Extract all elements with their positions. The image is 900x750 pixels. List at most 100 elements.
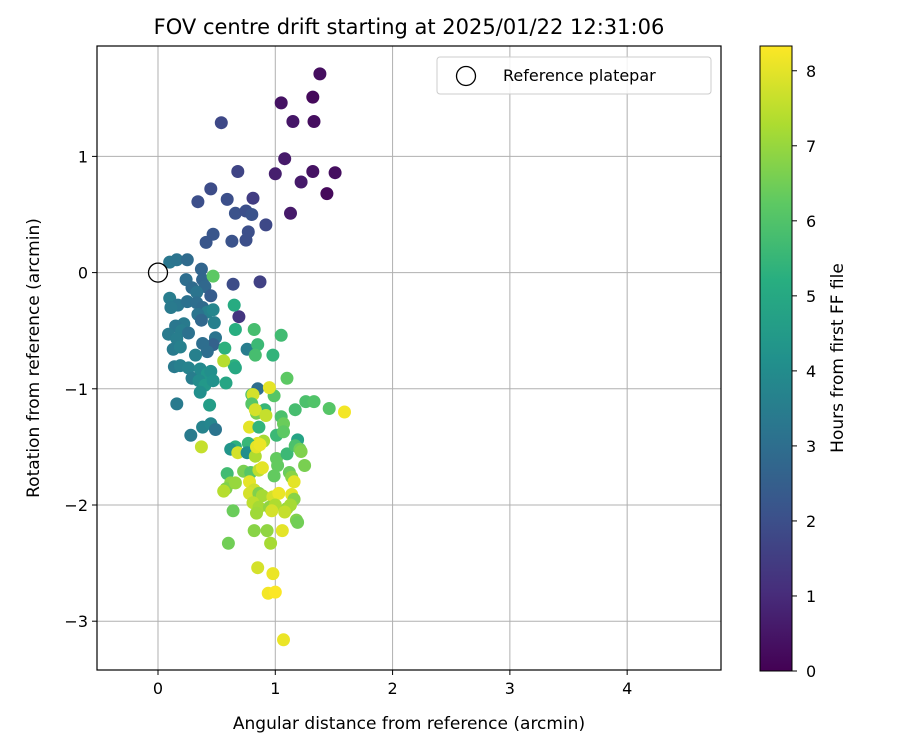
data-point — [226, 504, 240, 518]
data-point — [239, 233, 253, 247]
data-point — [253, 275, 267, 289]
colorbar-tick-label: 2 — [806, 512, 816, 531]
data-point — [207, 316, 221, 330]
data-point — [286, 115, 300, 128]
data-point — [226, 277, 240, 291]
data-point — [277, 633, 290, 647]
data-point — [294, 445, 308, 458]
data-point — [272, 486, 286, 500]
colorbar-tick-label: 7 — [806, 137, 816, 156]
data-point — [268, 167, 282, 181]
data-point — [250, 506, 263, 520]
axis-ticks: 0 1 2 3 4 −3 −2 −1 0 1 — [64, 147, 632, 698]
data-point — [189, 348, 202, 362]
colorbar-tick-label: 0 — [806, 662, 816, 681]
y-tick-label: −1 — [64, 380, 88, 399]
data-point — [284, 206, 297, 220]
chart-title: FOV centre drift starting at 2025/01/22 … — [154, 15, 665, 39]
data-point — [203, 398, 217, 412]
data-point — [214, 116, 228, 130]
data-point — [182, 361, 195, 375]
data-point — [225, 234, 239, 248]
data-point — [217, 354, 231, 368]
data-point — [255, 489, 269, 503]
data-point — [278, 152, 292, 166]
legend-reference-marker — [455, 65, 477, 87]
data-point — [228, 206, 242, 220]
data-point — [259, 409, 273, 422]
colorbar-tick-label: 4 — [806, 362, 816, 381]
data-point — [251, 561, 265, 575]
colorbar-tick-label: 6 — [806, 212, 816, 231]
x-axis-label: Angular distance from reference (arcmin) — [233, 714, 585, 734]
data-point — [218, 341, 232, 355]
data-point — [274, 328, 288, 342]
data-point — [298, 459, 312, 472]
data-point — [228, 323, 242, 336]
colorbar-label: Hours from first FF file — [828, 263, 848, 453]
data-point — [231, 446, 245, 460]
data-point — [265, 504, 279, 518]
data-point — [228, 361, 242, 375]
data-point — [248, 348, 262, 362]
data-point — [182, 326, 195, 340]
y-tick-label: −3 — [64, 612, 88, 631]
data-point — [191, 195, 205, 209]
data-point — [338, 405, 351, 419]
data-point — [294, 175, 308, 189]
data-point — [232, 310, 246, 324]
data-point — [206, 303, 220, 317]
data-point — [274, 96, 288, 110]
data-point — [219, 376, 233, 390]
legend: Reference platepar — [436, 56, 712, 95]
data-point — [190, 285, 204, 299]
data-point — [173, 340, 187, 354]
data-point — [206, 374, 220, 388]
legend-reference-label: Reference platepar — [503, 66, 656, 85]
data-point — [280, 447, 294, 461]
data-point — [184, 428, 198, 442]
data-point — [280, 371, 294, 385]
data-point — [228, 476, 242, 490]
data-point — [194, 440, 208, 454]
data-point — [246, 191, 260, 205]
data-point — [170, 253, 184, 267]
data-point — [170, 397, 184, 411]
data-point — [221, 536, 235, 550]
plot-frame — [96, 45, 722, 671]
data-point — [227, 298, 241, 312]
data-point — [267, 469, 281, 483]
data-point — [259, 218, 273, 232]
x-tick-label: 1 — [270, 679, 280, 698]
data-point — [206, 269, 220, 283]
data-point — [306, 90, 320, 104]
data-point — [245, 208, 259, 221]
data-point — [264, 536, 278, 550]
data-point — [260, 524, 274, 538]
data-point — [322, 402, 336, 415]
data-point — [194, 313, 208, 327]
data-point — [248, 403, 262, 417]
data-point — [204, 182, 218, 196]
colorbar-gradient — [759, 45, 793, 672]
y-tick-label: −2 — [64, 496, 88, 515]
data-point — [199, 235, 213, 249]
y-tick-label: 0 — [78, 264, 88, 283]
data-point — [275, 524, 289, 538]
data-point — [288, 403, 302, 417]
colorbar-ticks: 0 1 2 3 4 5 6 7 8 — [792, 62, 816, 681]
data-point — [252, 420, 266, 434]
colorbar-tick-label: 3 — [806, 437, 816, 456]
legend-box — [436, 56, 712, 95]
data-point — [255, 461, 269, 475]
data-point — [266, 348, 280, 362]
data-point — [217, 484, 231, 498]
data-point — [268, 585, 282, 599]
colorbar-tick-label: 8 — [806, 62, 816, 81]
data-point — [320, 187, 334, 201]
data-point — [307, 115, 321, 128]
data-point — [307, 395, 321, 409]
data-point — [200, 345, 214, 359]
